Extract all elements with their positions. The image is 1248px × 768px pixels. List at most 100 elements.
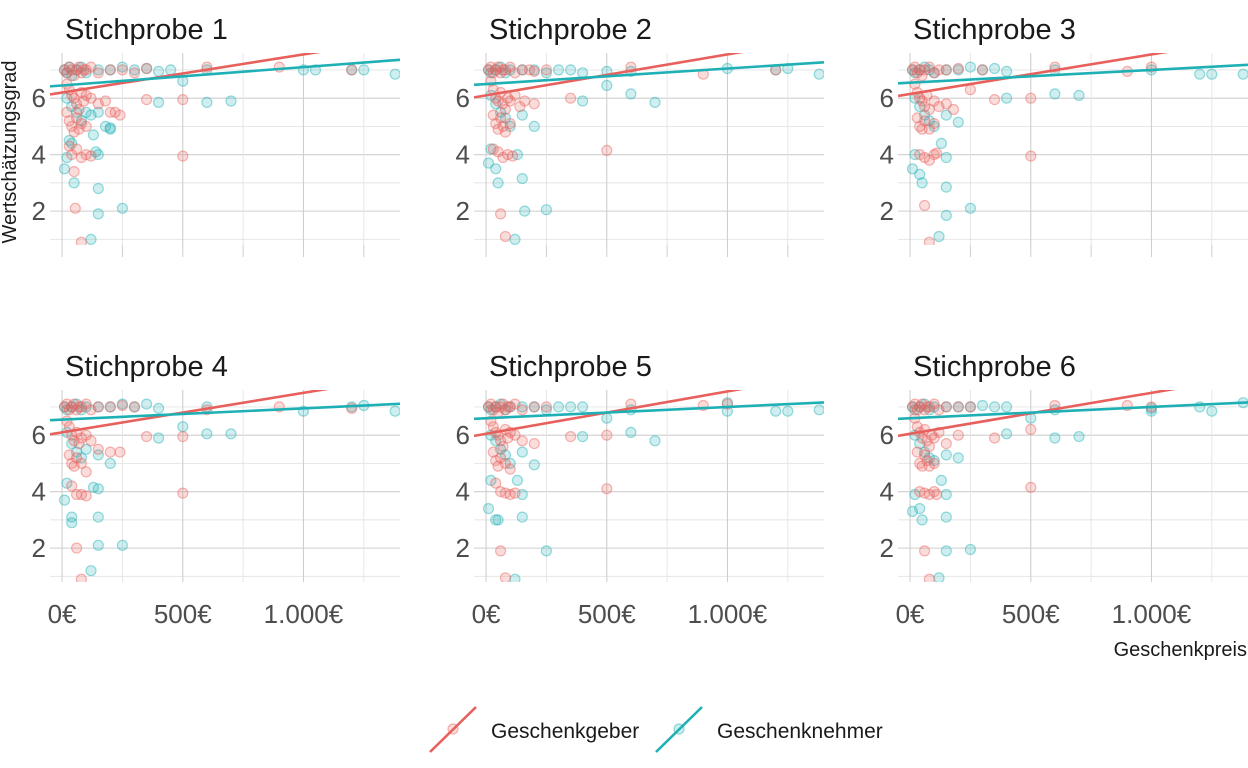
data-point-geschenknehmer (104, 64, 116, 76)
data-point-geschenknehmer (90, 146, 102, 158)
data-point-geschenkgeber (499, 126, 511, 138)
data-point-geschenknehmer (85, 565, 97, 577)
data-point-geschenknehmer (153, 432, 165, 444)
data-point-geschenkgeber (601, 144, 613, 156)
x-tick-label: 500€ (154, 599, 212, 629)
data-point-geschenknehmer (66, 100, 78, 113)
data-point-geschenknehmer (490, 435, 502, 447)
data-point-geschenknehmer (916, 514, 928, 526)
fit-lines (474, 53, 824, 99)
data-point-geschenkgeber (918, 100, 931, 113)
data-point-geschenkgeber (495, 486, 507, 498)
data-point-geschenkgeber (80, 89, 92, 102)
data-point-geschenknehmer (80, 67, 92, 79)
data-point-geschenknehmer (70, 398, 83, 410)
data-point-geschenkgeber (1025, 423, 1037, 436)
panel-title: Stichprobe 3 (913, 14, 1076, 46)
data-point-geschenkgeber (75, 432, 88, 444)
data-point-geschenkgeber (75, 488, 88, 501)
data-point-geschenkgeber (80, 490, 92, 502)
data-point-geschenknehmer (914, 168, 926, 180)
data-point-geschenknehmer (495, 443, 507, 455)
y-tick-label: 4 (456, 140, 470, 170)
data-point-geschenkgeber (918, 449, 931, 461)
x-tick-label: 500€ (1002, 599, 1060, 629)
data-point-geschenkgeber (509, 67, 521, 79)
data-point-geschenkgeber (564, 92, 577, 104)
legend-key-line (429, 706, 477, 753)
data-point-geschenknehmer (492, 514, 504, 526)
data-point-geschenknehmer (1000, 428, 1013, 440)
data-point-geschenkgeber (141, 431, 153, 443)
panel-5: Stichprobe 5 2 4 6 0€ 500€ 1.000€ (456, 351, 824, 629)
data-point-geschenkgeber (988, 432, 1001, 444)
data-point-geschenkgeber (497, 64, 509, 76)
data-point-geschenkgeber (92, 443, 104, 455)
data-point-geschenknehmer (485, 404, 497, 416)
data-point-geschenkgeber (85, 92, 97, 104)
data-point-geschenkgeber (497, 120, 509, 133)
data-point-geschenkgeber (918, 545, 931, 557)
data-point-geschenkgeber (80, 149, 92, 161)
data-point-geschenknehmer (1237, 68, 1248, 80)
data-point-geschenknehmer (358, 64, 370, 76)
data-point-geschenknehmer (540, 67, 553, 79)
data-point-geschenkgeber (68, 398, 80, 410)
data-point-geschenknehmer (66, 438, 78, 450)
data-point-geschenkgeber (940, 438, 952, 450)
data-point-geschenkgeber (509, 429, 521, 441)
data-point-geschenknehmer (128, 401, 141, 413)
data-point-geschenknehmer (116, 202, 129, 214)
legend-item-geschenknehmer: Geschenknehmer (655, 706, 883, 753)
data-point-geschenknehmer (909, 488, 921, 501)
data-point-geschenknehmer (906, 505, 919, 517)
data-point-geschenknehmer (940, 151, 952, 164)
y-tick-label: 6 (880, 420, 894, 450)
data-point-geschenkgeber (911, 404, 923, 416)
data-point-geschenknehmer (116, 539, 129, 551)
data-point-geschenknehmer (165, 64, 177, 76)
data-point-geschenkgeber (916, 95, 928, 107)
data-point-geschenknehmer (1000, 92, 1013, 104)
data-point-geschenkgeber (923, 440, 936, 453)
data-point-geschenknehmer (225, 95, 237, 107)
data-point-geschenkgeber (66, 120, 78, 133)
data-point-geschenknehmer (504, 120, 516, 133)
data-point-geschenknehmer (976, 64, 989, 76)
data-point-geschenknehmer (940, 545, 952, 557)
panel-1: Stichprobe 1 2 4 6 (32, 14, 400, 257)
data-point-geschenknehmer (601, 79, 613, 92)
data-point-geschenkgeber (75, 573, 87, 582)
data-point-geschenknehmer (490, 64, 502, 76)
legend-label: Geschenknehmer (717, 720, 883, 743)
data-point-geschenkgeber (601, 483, 613, 495)
data-point-geschenknehmer (225, 428, 237, 440)
data-point-geschenknehmer (516, 109, 528, 121)
data-point-geschenknehmer (918, 398, 931, 410)
data-point-geschenknehmer (928, 120, 940, 133)
data-point-geschenkgeber (918, 199, 931, 212)
data-point-geschenkgeber (487, 67, 499, 79)
data-point-geschenkgeber (490, 455, 502, 467)
data-point-geschenknehmer (346, 64, 358, 76)
data-point-geschenknehmer (92, 483, 104, 495)
data-point-geschenknehmer (80, 401, 92, 413)
data-point-geschenknehmer (914, 401, 926, 413)
data-point-geschenkgeber (70, 452, 83, 464)
data-point-geschenkgeber (92, 98, 104, 110)
data-point-geschenkgeber (80, 120, 92, 133)
data-point-geschenkgeber (928, 432, 940, 444)
data-point-geschenkgeber (128, 67, 141, 79)
data-point-geschenknehmer (940, 511, 952, 523)
data-point-geschenkgeber (928, 67, 940, 79)
data-point-geschenknehmer (58, 494, 71, 506)
data-point-geschenkgeber (73, 123, 85, 135)
data-point-geschenkgeber (519, 95, 531, 107)
data-point-geschenkgeber (911, 67, 923, 79)
data-point-geschenknehmer (490, 401, 502, 413)
data-point-geschenkgeber (914, 486, 926, 498)
data-point-geschenkgeber (61, 67, 73, 79)
data-point-geschenkgeber (490, 64, 502, 76)
data-point-geschenknehmer (528, 64, 540, 76)
fit-line-geschenknehmer (474, 401, 824, 421)
